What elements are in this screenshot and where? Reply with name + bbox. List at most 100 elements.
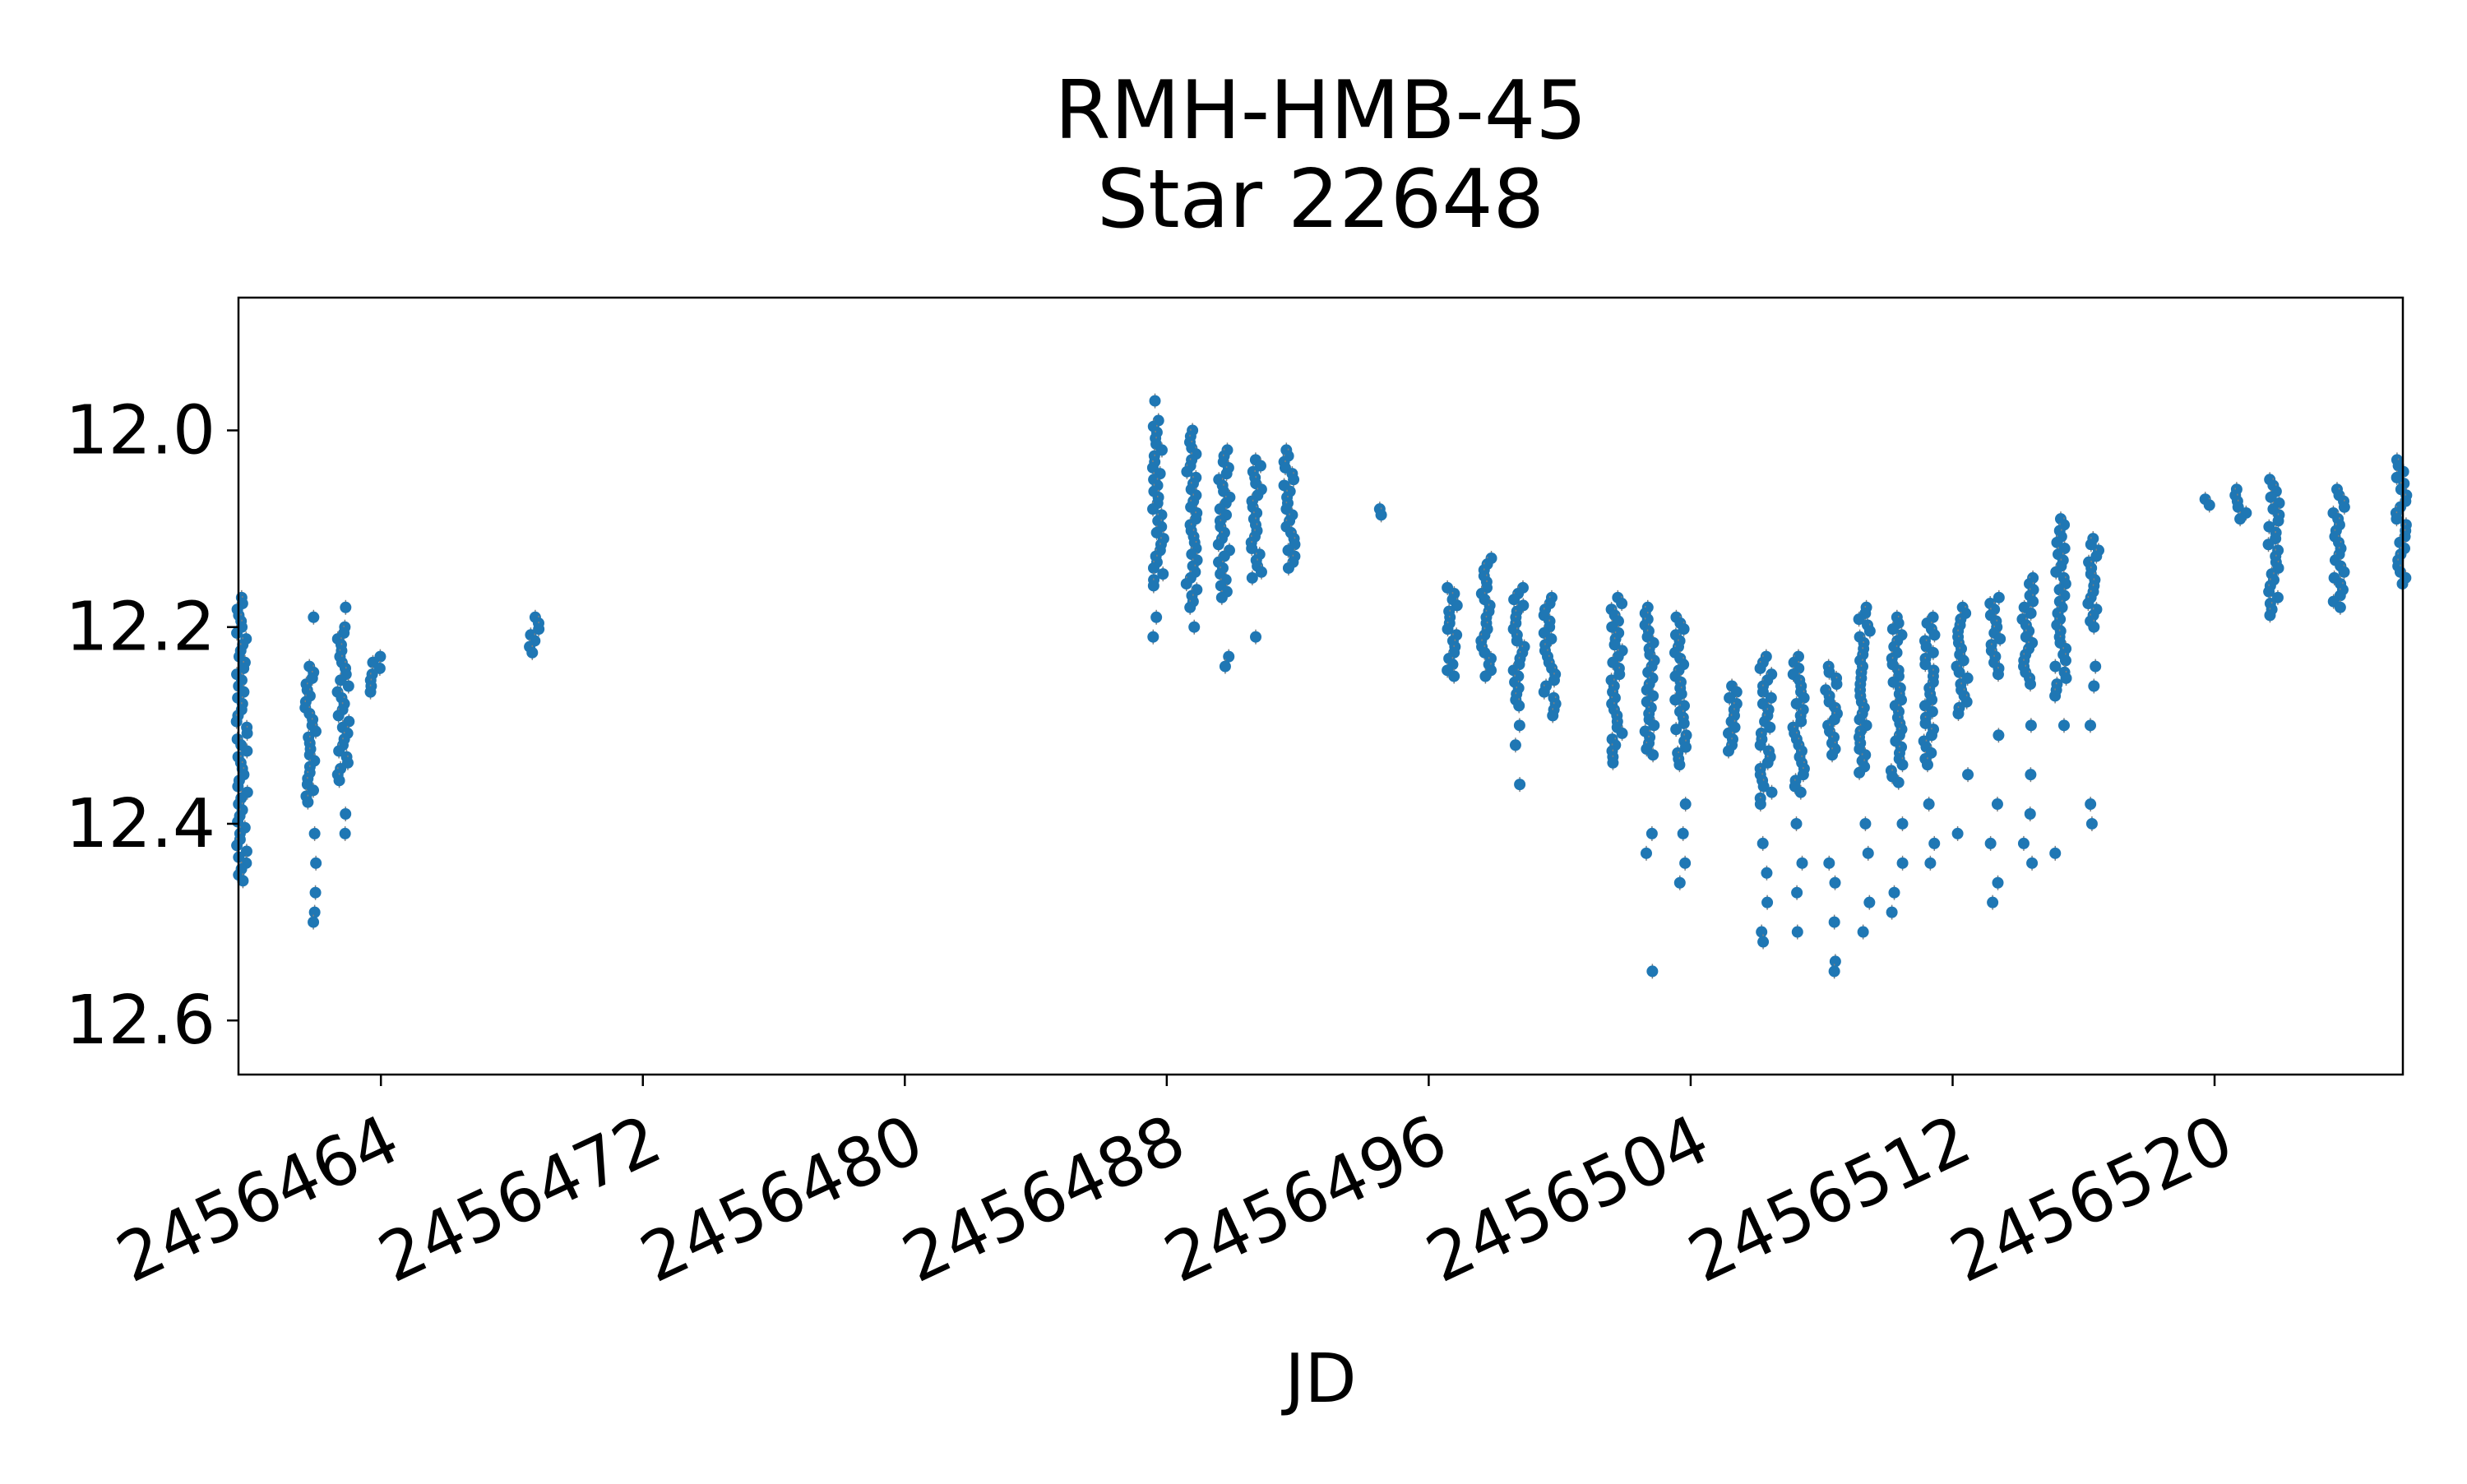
data-point <box>2391 513 2403 525</box>
data-point <box>1896 817 1909 830</box>
data-point <box>1962 769 1974 781</box>
data-point <box>1673 876 1686 889</box>
data-point <box>1646 965 1659 978</box>
night-observations <box>1146 393 1169 645</box>
data-point <box>1149 395 1161 407</box>
night-observations <box>1507 580 1530 793</box>
data-point <box>1616 727 1628 739</box>
data-point <box>340 601 352 613</box>
data-point <box>1828 965 1840 978</box>
data-point <box>1987 896 1999 908</box>
data-point <box>2060 672 2072 684</box>
night-observations <box>331 599 355 841</box>
data-point <box>1547 710 1559 722</box>
data-point <box>1640 847 1652 859</box>
data-point <box>1288 474 1300 486</box>
data-point <box>1669 694 1682 706</box>
y-tick-label: 12.4 <box>65 785 215 863</box>
data-point <box>2050 566 2062 578</box>
data-point <box>1754 798 1766 811</box>
night-observations <box>1820 659 1843 979</box>
data-point <box>1863 625 1876 637</box>
night-observations <box>2016 570 2039 871</box>
data-point <box>1761 896 1774 908</box>
night-observations <box>2082 531 2105 831</box>
night-observations <box>364 649 386 700</box>
data-point <box>240 845 252 858</box>
data-point <box>1246 543 1258 555</box>
data-point <box>1184 601 1196 613</box>
data-point <box>2085 817 2098 830</box>
data-point <box>1828 916 1840 928</box>
data-point <box>1448 670 1460 682</box>
data-point <box>1829 955 1841 968</box>
data-point <box>1147 562 1159 574</box>
night-observations <box>230 589 253 889</box>
data-point <box>1886 906 1898 918</box>
data-point <box>2024 678 2036 691</box>
data-point <box>1823 857 1835 869</box>
data-point <box>1147 580 1159 592</box>
data-point <box>1766 786 1778 798</box>
data-point <box>2025 719 2037 732</box>
data-point <box>1250 631 1262 643</box>
data-point <box>1831 678 1843 691</box>
data-point <box>2057 719 2070 732</box>
data-point <box>1928 837 1941 849</box>
night-observations <box>2049 511 2072 861</box>
data-point <box>533 623 545 636</box>
data-point <box>1826 749 1839 761</box>
data-point <box>1451 599 1463 612</box>
data-point <box>1829 876 1841 889</box>
data-point <box>2049 660 2062 673</box>
data-point <box>335 674 347 687</box>
data-point <box>1722 745 1734 757</box>
data-point <box>1181 465 1193 478</box>
night-observations <box>1475 550 1497 684</box>
data-point <box>333 774 345 787</box>
data-point <box>526 646 539 659</box>
night-observations <box>1373 502 1387 523</box>
data-point <box>1508 594 1520 606</box>
data-point <box>1754 739 1766 751</box>
data-point <box>1919 659 1932 671</box>
data-point <box>1513 700 1525 712</box>
x-tick-label: 2456512 <box>1678 1100 1983 1297</box>
data-point <box>2088 680 2100 692</box>
night-observations <box>1180 423 1203 635</box>
data-point <box>1670 724 1682 736</box>
data-point <box>241 727 253 739</box>
data-point <box>241 745 253 757</box>
x-tick-label: 2456472 <box>368 1100 673 1297</box>
night-observations <box>2199 492 2215 513</box>
data-point <box>1679 798 1692 811</box>
data-point <box>1756 926 1768 938</box>
data-point <box>2085 719 2096 732</box>
night-observations <box>524 609 545 660</box>
chart-title: RMH-HMB-45 Star 22648 <box>1054 64 1586 247</box>
data-point <box>308 906 321 918</box>
data-point <box>1795 715 1807 728</box>
data-point <box>1613 668 1626 681</box>
data-point <box>1282 562 1294 574</box>
data-point <box>1790 817 1803 830</box>
data-point <box>1442 623 1454 636</box>
night-observations <box>2262 472 2285 623</box>
night-observations <box>2229 482 2252 527</box>
data-point <box>1854 766 1866 779</box>
chart-title-line-1: RMH-HMB-45 <box>1054 64 1586 158</box>
data-point <box>1223 650 1235 663</box>
data-point <box>1509 739 1521 751</box>
data-point <box>1754 662 1766 674</box>
night-observations <box>299 609 322 930</box>
data-point <box>1857 926 1869 938</box>
data-point <box>1679 857 1692 869</box>
data-point <box>2334 601 2346 613</box>
data-point <box>1680 741 1692 753</box>
data-point <box>1212 539 1224 551</box>
data-point <box>1951 827 1964 839</box>
data-point <box>1888 886 1900 899</box>
data-point <box>1928 629 1941 641</box>
data-point <box>1924 857 1937 869</box>
